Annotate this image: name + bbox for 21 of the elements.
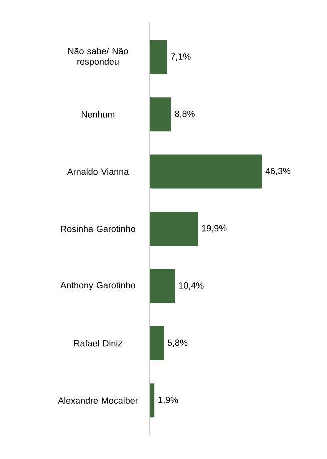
data-label: 1,9%: [158, 396, 178, 404]
y-tick-label: Rafael Diniz: [74, 340, 122, 347]
bar: [150, 384, 155, 418]
bar: [150, 154, 262, 189]
bar: [150, 326, 164, 360]
data-label: 46,3%: [266, 168, 291, 176]
y-tick-label: Rosinha Garotinho: [61, 226, 136, 232]
data-label: 7,1%: [171, 54, 191, 62]
bar: [150, 98, 172, 132]
data-label: 5,8%: [168, 340, 188, 348]
data-label: 10,4%: [179, 282, 204, 290]
y-tick-label: Nenhum: [82, 111, 115, 118]
bar: [150, 212, 198, 246]
data-label: 19,9%: [202, 225, 227, 233]
bar: [150, 269, 176, 304]
bar: [150, 40, 168, 74]
y-tick-label: Alexandre Mocaiber: [58, 397, 138, 404]
y-tick-label: Anthony Garotinho: [60, 282, 136, 290]
y-tick-label: Arnaldo Vianna: [67, 168, 130, 176]
data-label: 8,8%: [175, 110, 195, 118]
y-tick-label: Não sabe/ Não respondeu: [68, 48, 128, 67]
